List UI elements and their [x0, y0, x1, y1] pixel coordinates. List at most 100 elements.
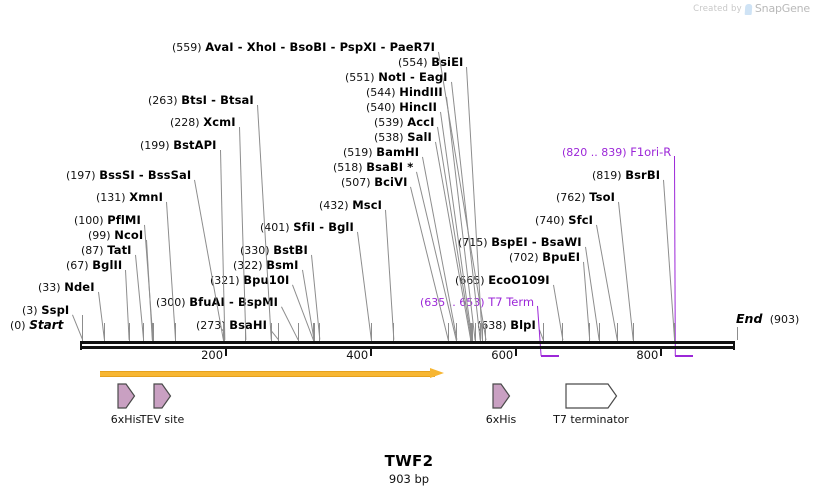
restriction-site-tick — [485, 323, 487, 341]
restriction-site-label[interactable]: (100) PflMI — [74, 214, 141, 227]
restriction-site-label[interactable]: (519) BamHI — [343, 146, 419, 159]
restriction-site-tick — [222, 323, 224, 341]
restriction-site-label[interactable]: (538) SalI — [374, 131, 432, 144]
restriction-site-tick — [632, 323, 634, 341]
enzyme-name: SspI — [41, 303, 70, 317]
restriction-site-label[interactable]: (401) SfiI - BglI — [260, 221, 354, 234]
restriction-site-tick — [674, 323, 676, 341]
enzyme-name: HindIII — [399, 85, 443, 99]
enzyme-name: NotI - EagI — [378, 70, 448, 84]
track-feature-6xhis[interactable] — [492, 383, 512, 411]
ruler-bar-bottom — [80, 346, 735, 349]
site-position: (199) — [140, 139, 170, 152]
site-position: (702) — [509, 251, 539, 264]
restriction-site-label[interactable]: (67) BglII — [66, 259, 122, 272]
feature-bar[interactable] — [540, 355, 559, 357]
restriction-site-tick — [175, 323, 177, 341]
site-position: (100) — [74, 214, 104, 227]
enzyme-name: Bpu10I — [243, 273, 289, 287]
feature-label[interactable]: (635 .. 653) T7 Term — [420, 296, 534, 309]
restriction-site-tick — [103, 323, 105, 341]
restriction-site-tick — [481, 323, 483, 341]
gene-arrow[interactable] — [100, 368, 445, 378]
restriction-site-label[interactable]: (544) HindIII — [366, 86, 443, 99]
leader-line — [281, 306, 299, 340]
restriction-site-tick — [393, 323, 395, 341]
restriction-site-label[interactable]: (99) NcoI — [88, 229, 143, 242]
restriction-site-label[interactable]: (740) SfcI — [535, 214, 593, 227]
site-position: (131) — [96, 191, 126, 204]
restriction-site-label[interactable]: (87) TatI — [81, 244, 132, 257]
site-position: (33) — [38, 281, 61, 294]
enzyme-name: EcoO109I — [488, 273, 550, 287]
site-position: (99) — [88, 229, 111, 242]
ruler-tick-label: 600 — [491, 348, 514, 362]
feature-bar[interactable] — [674, 355, 693, 357]
feature-name: F1ori-R — [630, 145, 672, 159]
enzyme-name: BstAPI — [173, 138, 217, 152]
restriction-site-tick — [456, 323, 458, 341]
site-position: (330) — [240, 244, 270, 257]
site-position: (197) — [66, 169, 96, 182]
start-label: (0) Start — [10, 319, 63, 332]
ruler-endcap-right — [733, 341, 735, 350]
restriction-site-label[interactable]: (330) BstBI — [240, 244, 308, 257]
site-position: (762) — [556, 191, 586, 204]
restriction-site-label[interactable]: (263) BtsI - BtsaI — [148, 94, 254, 107]
site-position: (263) — [148, 94, 178, 107]
sequence-length: 903 bp — [388, 472, 430, 486]
restriction-site-label[interactable]: (715) BspEI - BsaWI — [458, 236, 582, 249]
ruler-tick — [660, 349, 663, 356]
page-title: TWF2 — [384, 452, 434, 470]
watermark-prefix: Created by — [693, 3, 742, 14]
restriction-site-tick — [319, 323, 321, 341]
restriction-site-label[interactable]: (559) AvaI - XhoI - BsoBI - PspXI - PaeR… — [172, 41, 435, 54]
site-position: (3) — [22, 304, 38, 317]
restriction-site-label[interactable]: (540) HincII — [366, 101, 437, 114]
leader-line — [385, 209, 395, 340]
leader-line — [292, 284, 314, 340]
restriction-site-label[interactable]: (554) BsiEI — [398, 56, 463, 69]
restriction-site-label[interactable]: (762) TsoI — [556, 191, 615, 204]
restriction-site-label[interactable]: (507) BciVI — [341, 176, 407, 189]
track-feature-6xhis[interactable] — [117, 383, 137, 411]
enzyme-name: BsiEI — [431, 55, 464, 69]
restriction-site-label[interactable]: (321) Bpu10I — [210, 274, 289, 287]
restriction-site-label[interactable]: (702) BpuEI — [509, 251, 580, 264]
restriction-site-label[interactable]: (197) BssSI - BssSaI — [66, 169, 191, 182]
restriction-site-tick — [542, 323, 544, 341]
enzyme-name: AvaI - XhoI - BsoBI - PspXI - PaeR7I — [205, 40, 436, 54]
leader-line — [357, 231, 372, 340]
restriction-site-label[interactable]: (300) BfuAI - BspMI — [156, 296, 278, 309]
feature-label[interactable]: (820 .. 839) F1ori-R — [562, 146, 671, 159]
site-position: (538) — [374, 131, 404, 144]
restriction-site-label[interactable]: (518) BsaBI * — [333, 161, 413, 174]
enzyme-name: TsoI — [589, 190, 615, 204]
restriction-site-label[interactable]: (432) MscI — [319, 199, 382, 212]
track-feature-label: T7 terminator — [553, 413, 629, 426]
restriction-site-label[interactable]: (551) NotI - EagI — [345, 71, 448, 84]
restriction-site-label[interactable]: (3) SspI — [22, 304, 69, 317]
snapgene-logo-icon — [744, 4, 753, 15]
site-position: (67) — [66, 259, 89, 272]
restriction-site-label[interactable]: (131) XmnI — [96, 191, 163, 204]
restriction-site-label[interactable]: (228) XcmI — [170, 116, 236, 129]
restriction-site-tick — [562, 323, 564, 341]
track-feature-t7-terminator[interactable] — [565, 383, 619, 411]
restriction-site-label[interactable]: (539) AccI — [374, 116, 434, 129]
enzyme-name: BglII — [92, 258, 123, 272]
restriction-site-label[interactable]: (273) BsaHI — [196, 319, 267, 332]
restriction-site-label[interactable]: (33) NdeI — [38, 281, 95, 294]
restriction-site-label[interactable]: (322) BsmI — [233, 259, 299, 272]
restriction-site-tick — [270, 323, 272, 341]
enzyme-name: XcmI — [203, 115, 236, 129]
restriction-site-tick — [278, 323, 280, 341]
track-feature-tev-site[interactable] — [153, 383, 173, 411]
enzyme-name: XmnI — [129, 190, 163, 204]
restriction-site-tick — [245, 323, 247, 341]
site-position: (518) — [333, 161, 363, 174]
restriction-site-label[interactable]: (199) BstAPI — [140, 139, 217, 152]
restriction-site-label[interactable]: (819) BsrBI — [592, 169, 660, 182]
restriction-site-tick — [479, 323, 481, 341]
